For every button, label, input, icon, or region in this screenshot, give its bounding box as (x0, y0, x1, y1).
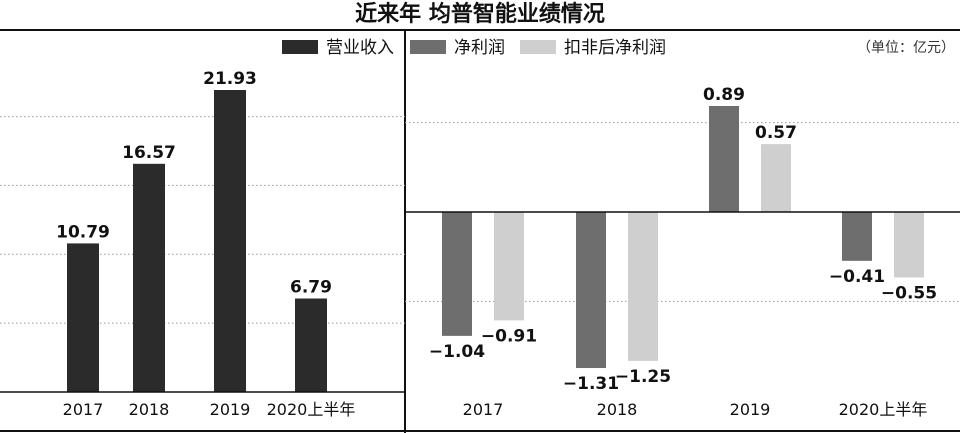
net-profit-value-label: 0.89 (703, 85, 745, 105)
revenue-bars (67, 90, 327, 392)
x-tick-label: 2018 (597, 400, 638, 419)
revenue-value-label: 16.57 (122, 143, 176, 163)
net-profit-adjusted-value-label: −1.25 (615, 367, 671, 387)
revenue-value-labels: 10.79 16.57 21.93 6.79 (56, 69, 332, 297)
revenue-value-label: 21.93 (203, 69, 257, 89)
x-tick-label: 2019 (210, 400, 251, 419)
net-profit-adjusted-value-label: −0.55 (881, 284, 937, 304)
net-profit-bar (576, 212, 606, 369)
net-profit-adjusted-value-label: −0.91 (481, 326, 537, 346)
net-profit-adjusted-bar (761, 144, 791, 212)
net-profit-value-label: −1.04 (429, 342, 485, 362)
net-profit-adjusted-bar (894, 212, 924, 278)
chart-title: 近来年 均普智能业绩情况 (355, 1, 605, 27)
profit-bars (442, 106, 924, 369)
x-tick-label: 2017 (63, 400, 104, 419)
left-gridlines (0, 116, 405, 324)
x-tick-label: 2018 (129, 400, 170, 419)
x-tick-label: 2020上半年 (267, 400, 356, 419)
revenue-bar (67, 243, 99, 392)
revenue-bar (133, 163, 165, 392)
legend-swatch-net-profit (410, 40, 446, 54)
net-profit-value-label: −1.31 (563, 374, 619, 394)
net-profit-bar (709, 106, 739, 212)
x-tick-label: 2017 (463, 400, 504, 419)
x-tick-label: 2019 (730, 400, 771, 419)
right-tick-labels: 2017 2018 2019 2020上半年 (463, 400, 928, 419)
x-tick-label: 2020上半年 (839, 400, 928, 419)
legend-swatch-net-profit-adjusted (520, 40, 556, 54)
legend-swatch-revenue (282, 40, 318, 54)
revenue-value-label: 6.79 (290, 277, 332, 297)
revenue-bar (214, 90, 246, 392)
net-profit-bar (442, 212, 472, 336)
legend-label-revenue: 营业收入 (326, 38, 394, 58)
net-profit-bar (842, 212, 872, 261)
net-profit-adjusted-bar (494, 212, 524, 321)
unit-note: （单位：亿元） (857, 40, 955, 56)
legend-label-net-profit-adjusted: 扣非后净利润 (564, 38, 666, 58)
net-profit-value-label: −0.41 (829, 267, 885, 287)
profit-value-labels: −1.04 −1.31 0.89 −0.41 −0.91 −1.25 0.57 −0.55 (429, 85, 937, 394)
left-tick-labels: 2017 2018 2019 2020上半年 (63, 400, 356, 419)
legend-label-net-profit: 净利润 (454, 38, 505, 58)
revenue-bar (295, 298, 327, 392)
revenue-value-label: 10.79 (56, 222, 110, 242)
net-profit-adjusted-value-label: 0.57 (755, 123, 797, 143)
legend: 营业收入 净利润 扣非后净利润 (282, 38, 666, 58)
net-profit-adjusted-bar (628, 212, 658, 361)
